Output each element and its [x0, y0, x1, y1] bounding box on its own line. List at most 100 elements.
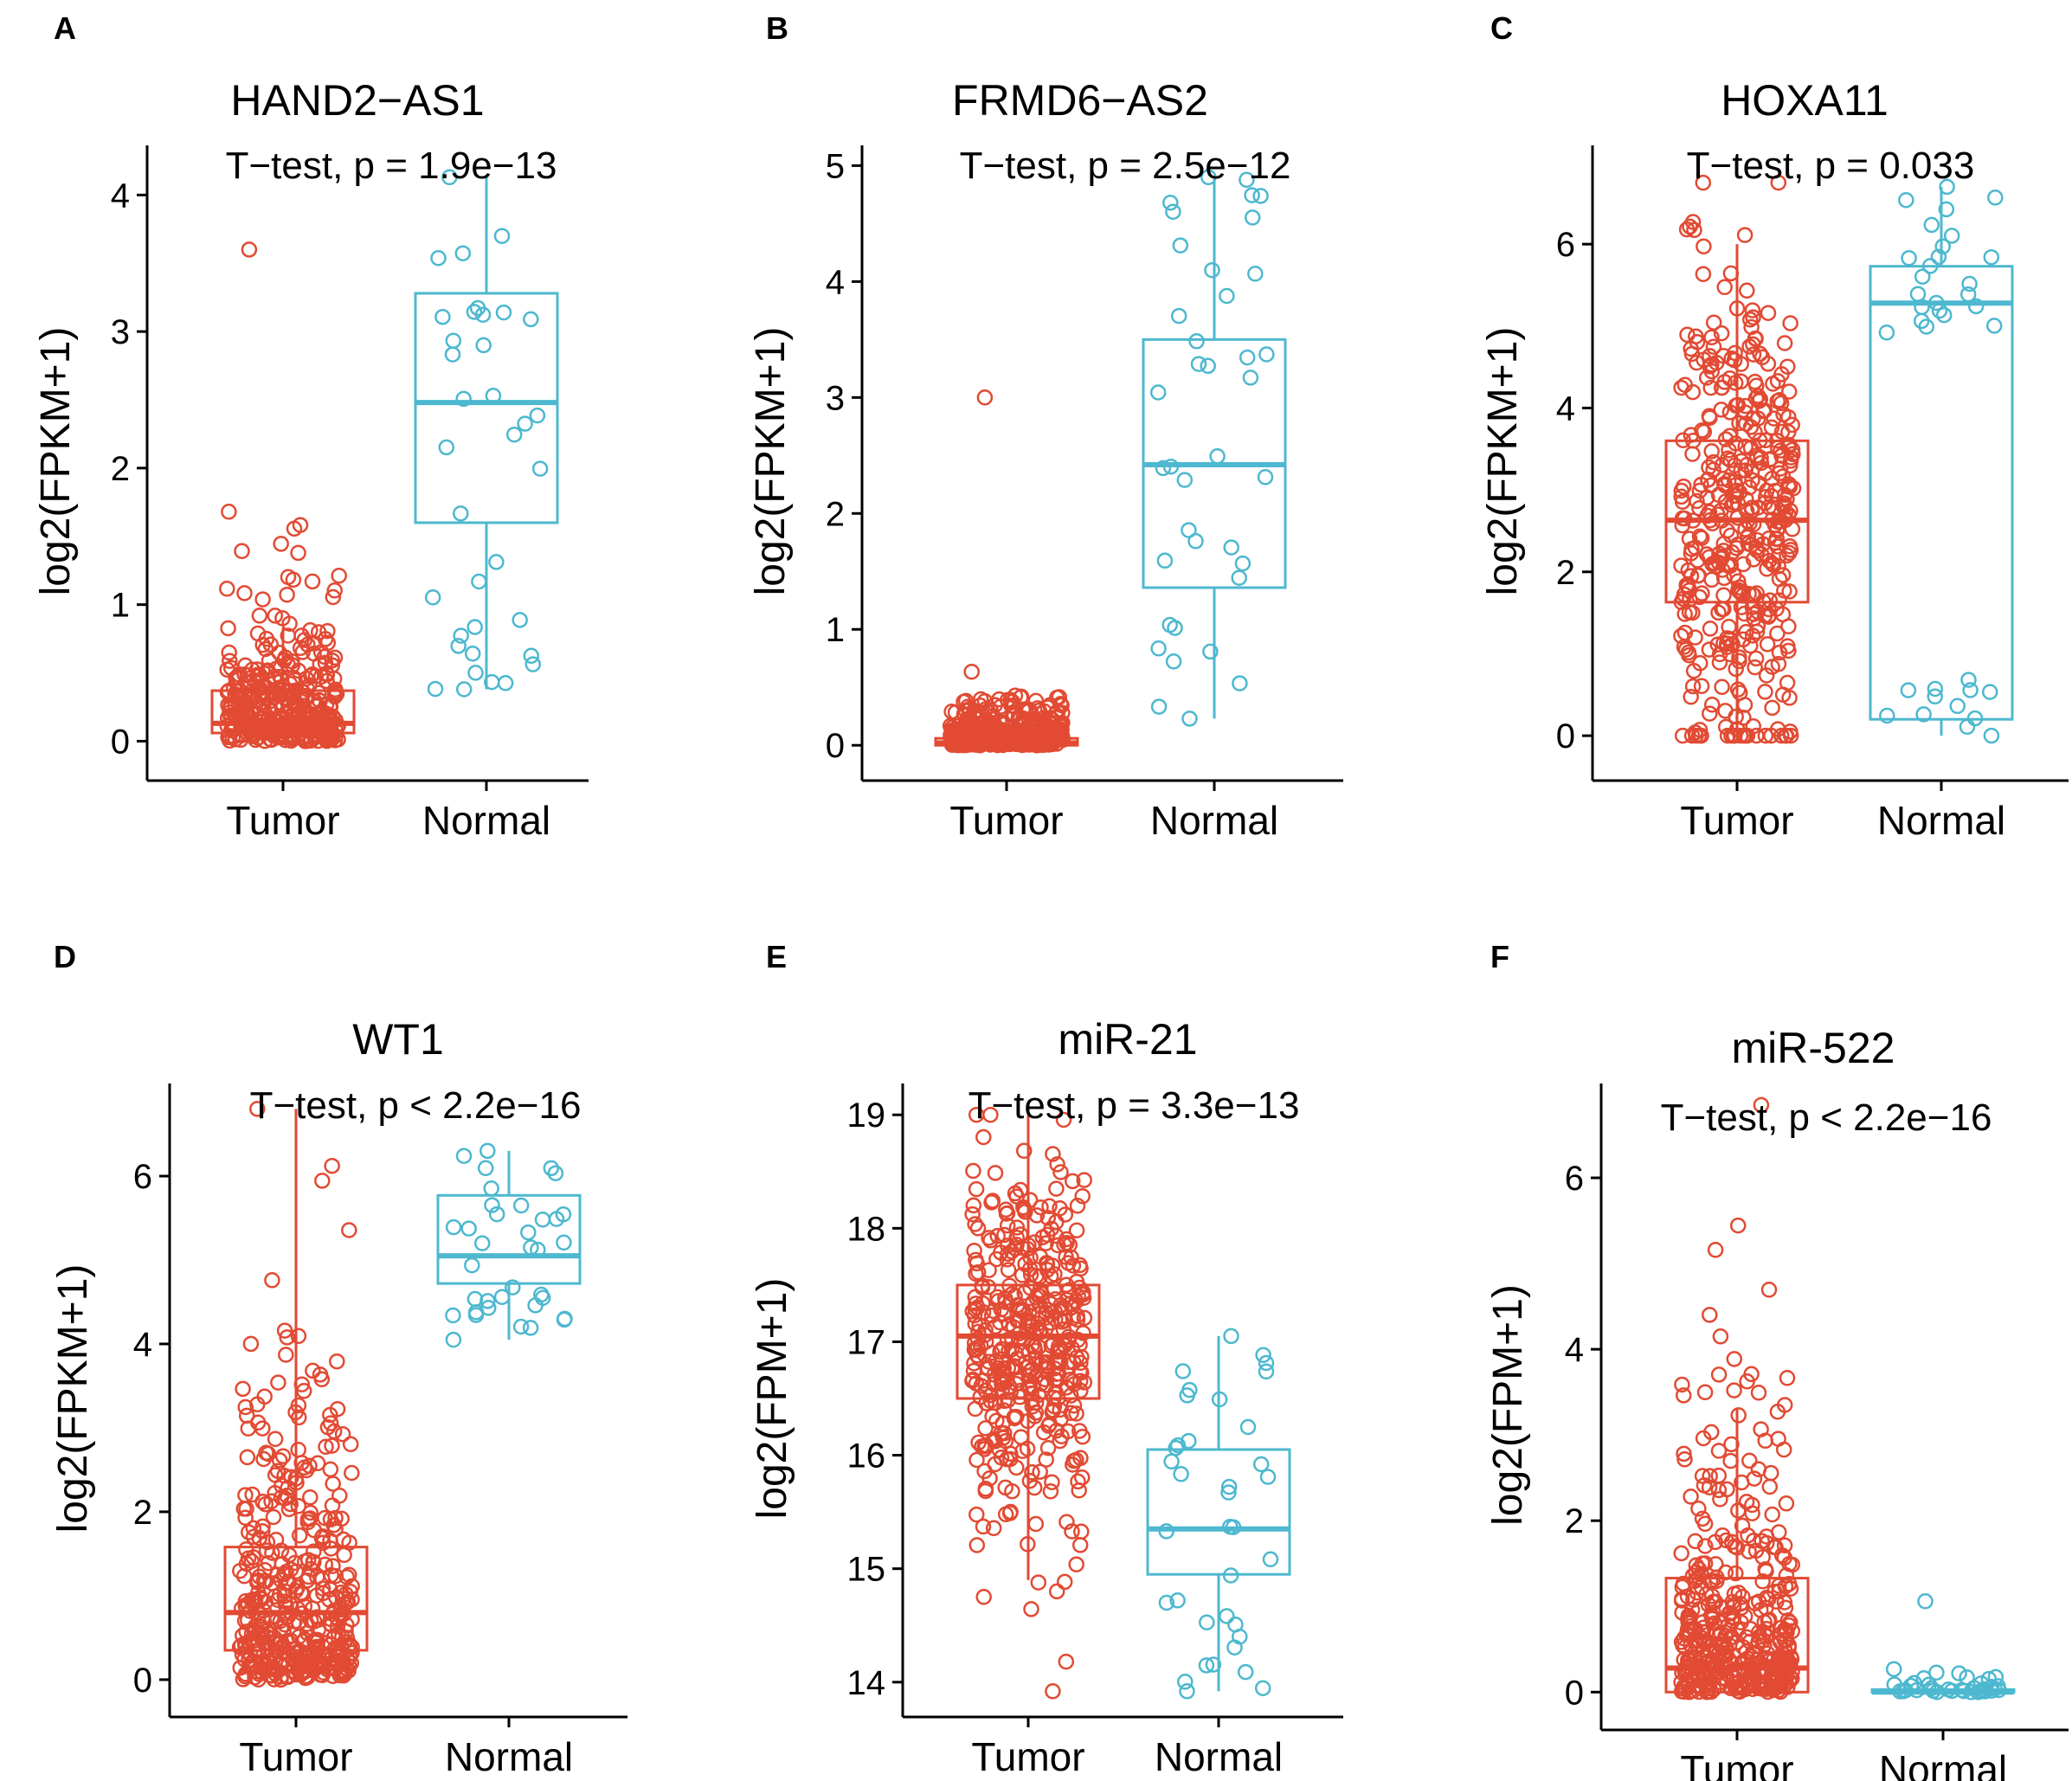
data-point: [1044, 1474, 1060, 1490]
data-point: [274, 610, 291, 627]
data-point: [317, 1556, 334, 1573]
data-point: [1676, 1451, 1693, 1468]
data-point: [329, 1353, 345, 1370]
data-point: [221, 504, 237, 520]
data-point: [1027, 692, 1045, 710]
data-point: [1721, 619, 1737, 635]
data-point: [1204, 261, 1220, 279]
data-point: [1961, 275, 1978, 293]
y-tick-label: 5: [826, 147, 845, 185]
data-point: [1764, 1506, 1780, 1523]
data-point: [1034, 713, 1052, 730]
data-point: [1024, 1464, 1040, 1481]
y-tick-label: 4: [826, 263, 845, 301]
data-point: [963, 663, 980, 680]
data-point: [306, 1543, 322, 1559]
data-point: [969, 1220, 987, 1237]
data-point: [341, 1222, 357, 1238]
data-point: [1023, 1601, 1039, 1617]
data-point: [1770, 558, 1786, 575]
data-point: [1002, 1445, 1019, 1463]
data-point: [222, 728, 238, 744]
data-point: [1030, 1386, 1047, 1404]
data-point: [1702, 620, 1719, 637]
data-point: [1699, 1675, 1716, 1692]
data-point: [1728, 660, 1744, 678]
data-point: [1959, 1669, 1975, 1686]
data-point: [1784, 1556, 1801, 1573]
data-point: [340, 1566, 357, 1583]
data-point: [438, 439, 455, 456]
data-point: [1252, 188, 1269, 204]
data-point: [1753, 1533, 1770, 1550]
data-point: [968, 1537, 986, 1553]
data-point: [1768, 1593, 1785, 1610]
data-point: [1053, 1428, 1070, 1444]
data-point: [1673, 488, 1689, 505]
y-tick-label: 2: [111, 450, 130, 488]
data-point: [338, 1594, 355, 1611]
data-point: [517, 415, 533, 432]
data-point: [1065, 1456, 1081, 1473]
data-point: [1731, 583, 1748, 601]
data-point: [1730, 582, 1747, 599]
data-point: [327, 1521, 344, 1538]
data-point: [1780, 618, 1797, 635]
chart-title: miR-522: [1732, 1024, 1895, 1072]
data-point: [1678, 221, 1696, 238]
data-point: [290, 1397, 307, 1414]
data-point: [1695, 1633, 1712, 1650]
stat-annotation: T−test, p < 2.2e−16: [250, 1084, 582, 1127]
y-tick-label: 0: [133, 1662, 152, 1700]
data-point: [1231, 569, 1247, 586]
data-point: [275, 1623, 292, 1640]
data-point: [1710, 486, 1728, 504]
y-tick-label: 17: [847, 1323, 886, 1361]
data-point: [299, 1616, 315, 1632]
data-point: [247, 1618, 263, 1635]
data-point: [1174, 1363, 1192, 1379]
data-point: [999, 1217, 1016, 1234]
data-point: [1073, 1469, 1091, 1486]
data-point: [1689, 1585, 1706, 1601]
data-point: [295, 728, 312, 745]
data-point: [1779, 491, 1795, 507]
data-point: [271, 1452, 288, 1469]
data-point: [305, 1362, 321, 1379]
data-point: [1770, 174, 1787, 191]
x-tick-label: Normal: [1150, 798, 1278, 843]
data-point: [271, 686, 287, 703]
data-point: [1749, 542, 1766, 559]
data-point: [1702, 1307, 1718, 1323]
data-point: [219, 581, 235, 597]
data-point: [969, 1263, 987, 1281]
data-point: [522, 1320, 539, 1336]
data-point: [1680, 644, 1697, 661]
data-point: [288, 1640, 305, 1657]
data-point: [1758, 1528, 1775, 1545]
data-point: [338, 1568, 355, 1585]
data-point: [1057, 1206, 1074, 1223]
data-point: [1239, 171, 1255, 189]
data-point: [956, 707, 974, 724]
data-point: [220, 620, 236, 637]
data-point: [1737, 397, 1753, 415]
data-point: [1202, 643, 1219, 660]
data-point: [1064, 1523, 1080, 1540]
data-point: [1252, 1456, 1270, 1473]
data-point: [1722, 265, 1740, 282]
data-point: [980, 1278, 997, 1296]
data-point: [1726, 1382, 1742, 1398]
data-point: [1065, 1376, 1083, 1392]
data-point: [278, 1347, 294, 1363]
data-point: [1674, 1376, 1690, 1393]
data-point: [1782, 315, 1799, 331]
data-point: [1680, 1607, 1697, 1624]
data-point: [1782, 723, 1799, 740]
data-point: [1673, 627, 1689, 645]
data-point: [427, 680, 444, 698]
data-point: [1681, 530, 1698, 547]
data-point: [466, 304, 483, 320]
data-point: [1744, 599, 1761, 615]
